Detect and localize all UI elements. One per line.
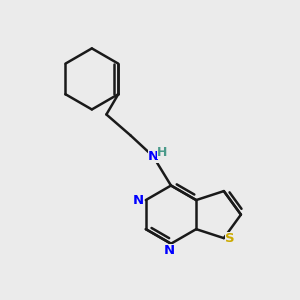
Text: N: N [148,150,159,163]
Text: N: N [133,194,144,207]
Text: S: S [225,232,235,244]
Text: H: H [157,146,167,159]
Text: N: N [164,244,175,257]
